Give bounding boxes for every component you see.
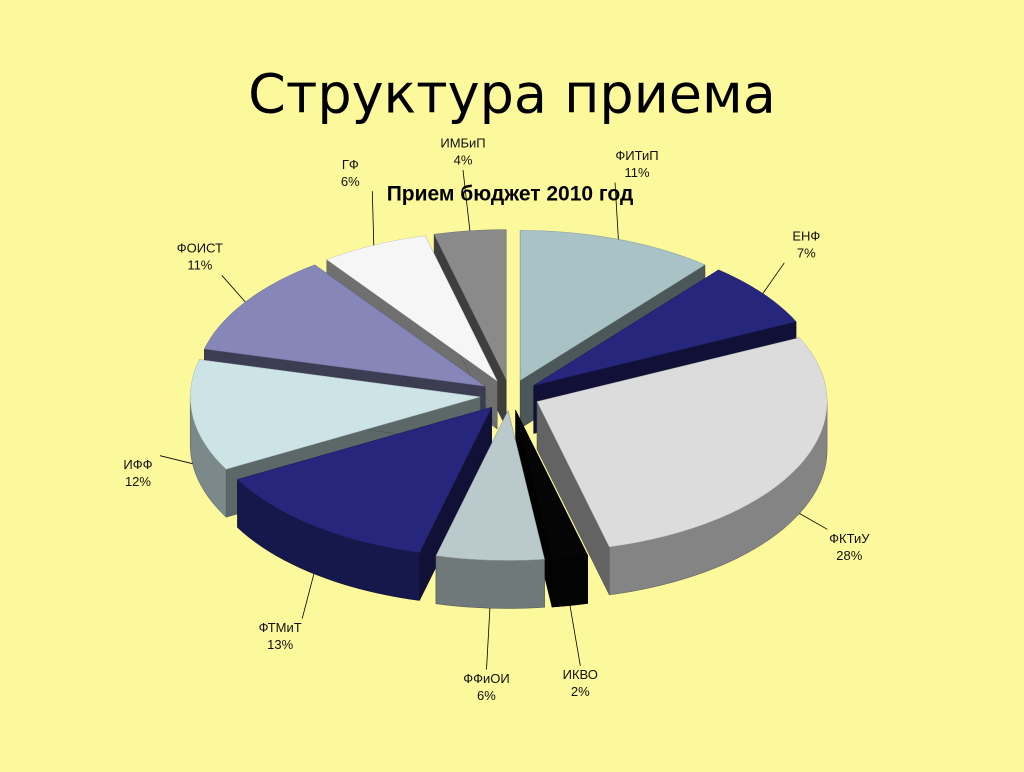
slice [536, 337, 828, 548]
slide-title: Структура приема [248, 63, 776, 126]
data-label-name: ФИТиП [615, 148, 658, 163]
data-label-name: ФКТиУ [829, 531, 870, 546]
data-label: 13% [267, 637, 293, 652]
data-label: 4% [454, 152, 473, 167]
leader-line [799, 513, 828, 530]
data-label: 11% [624, 165, 649, 180]
data-label: 2% [571, 684, 590, 699]
data-label-name: ИФФ [123, 457, 152, 472]
chart-title: Прием бюджет 2010 год [387, 183, 634, 206]
slice [236, 406, 493, 553]
data-label: 12% [125, 474, 151, 489]
data-label: 6% [477, 688, 496, 703]
leader-line [762, 262, 785, 294]
slice [435, 409, 545, 561]
leader-line [371, 191, 375, 246]
data-label-name: ИМБиП [440, 135, 485, 150]
data-label: 6% [341, 174, 360, 189]
leader-line [301, 573, 315, 619]
leader-line [569, 605, 581, 666]
slice [515, 410, 589, 560]
slice [190, 359, 481, 470]
pie [189, 229, 828, 609]
data-label-name: ФОИСТ [177, 241, 223, 256]
data-label-name: ГФ [342, 157, 359, 172]
slice-wall [435, 555, 545, 609]
data-label: 11% [187, 258, 212, 273]
data-label-name: ФТМиТ [259, 620, 302, 635]
data-label: 7% [797, 245, 816, 260]
leader-line [486, 608, 491, 670]
data-label-name: ИКВО [563, 667, 598, 682]
leader-line [159, 455, 193, 465]
slice [433, 229, 507, 380]
leader-line [221, 275, 246, 303]
slice-wall [551, 555, 588, 608]
data-label: 28% [836, 548, 862, 563]
data-label-name: ФФиОИ [463, 671, 509, 686]
leader-line [614, 182, 619, 240]
data-label-name: ЕНФ [792, 228, 820, 243]
leader-line [462, 169, 471, 231]
